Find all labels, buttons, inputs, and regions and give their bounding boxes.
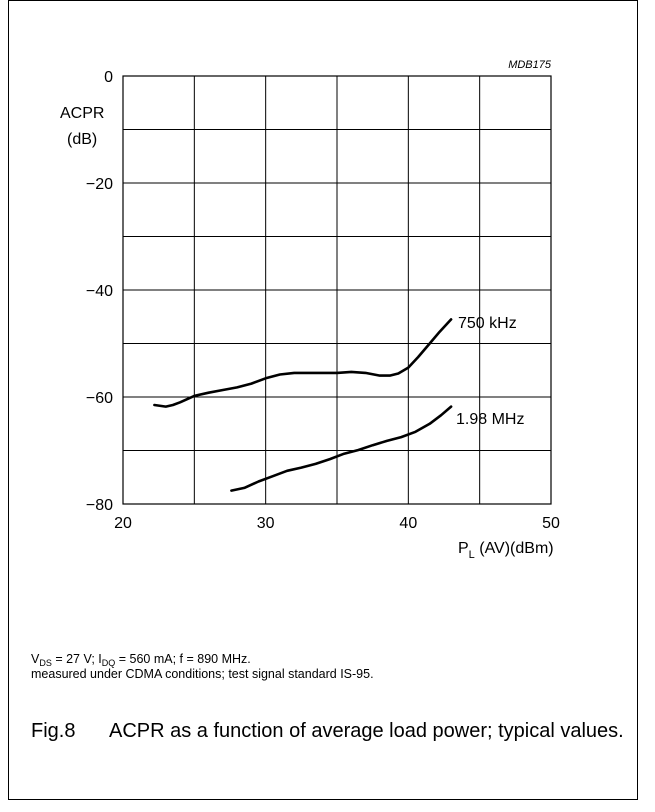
conditions-line-2: measured under CDMA conditions; test sig… (31, 667, 374, 681)
measurement-conditions: VDS = 27 V; IDQ = 560 mA; f = 890 MHz. m… (31, 652, 374, 682)
x-tick-labels: 20 30 40 50 (114, 515, 560, 532)
x-axis-label: PL (AV)(dBm) (458, 540, 554, 561)
figure-caption: Fig.8 ACPR as a function of average load… (31, 718, 629, 745)
series-line-750khz (153, 318, 453, 408)
x-axis-label-main: P (458, 540, 469, 557)
figure-number: Fig.8 (31, 720, 76, 742)
figure-frame (8, 0, 638, 800)
series-layer (153, 318, 453, 492)
y-tick-label: −40 (86, 283, 113, 300)
grid-layer (122, 75, 552, 505)
y-tick-label: −80 (86, 497, 113, 514)
x-tick-label: 30 (257, 515, 275, 532)
y-tick-labels: 0 −20 −40 −60 −80 (86, 69, 113, 514)
series-label-198mhz: 1.98 MHz (456, 411, 524, 428)
x-tick-label: 50 (542, 515, 560, 532)
y-tick-label: −20 (86, 176, 113, 193)
x-tick-label: 40 (399, 515, 417, 532)
figure-code: MDB175 (508, 59, 552, 71)
x-tick-label: 20 (114, 515, 132, 532)
plot-area-border (122, 75, 552, 505)
conditions-line-1: VDS = 27 V; IDQ = 560 mA; f = 890 MHz. (31, 652, 251, 668)
y-axis-label-line1: ACPR (60, 105, 104, 122)
series-label-750khz: 750 kHz (458, 315, 517, 332)
figure-caption-text: ACPR as a function of average load power… (109, 720, 624, 742)
y-tick-label: −60 (86, 390, 113, 407)
plot-area-frame (122, 75, 552, 505)
x-axis-label-rest: (AV)(dBm) (475, 540, 554, 557)
y-tick-label: 0 (104, 69, 113, 86)
series-line-198mhz (230, 405, 453, 492)
y-axis-label-line2: (dB) (67, 131, 97, 148)
x-axis-label-sub: L (469, 549, 475, 561)
